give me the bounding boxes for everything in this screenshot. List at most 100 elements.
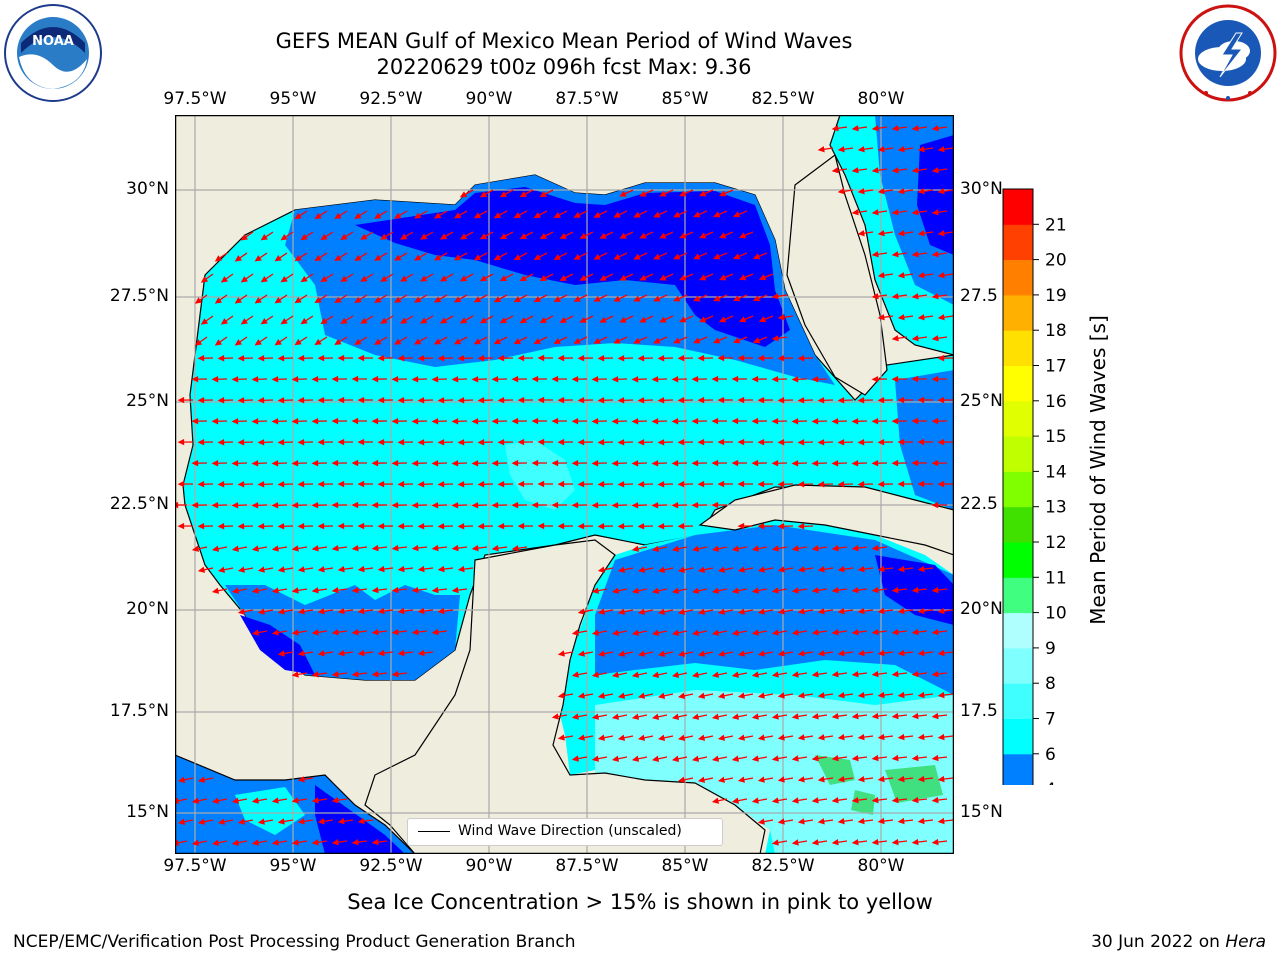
wind-arrow-head bbox=[197, 438, 205, 446]
colorbar-segment bbox=[1003, 542, 1033, 578]
wind-arrow-head bbox=[718, 190, 727, 197]
wind-arrow-head bbox=[737, 396, 745, 404]
wind-arrow-head bbox=[477, 355, 485, 362]
wind-arrow-head bbox=[397, 649, 405, 657]
wind-arrow-head bbox=[831, 418, 839, 425]
wind-arrow-head bbox=[937, 480, 945, 488]
wind-arrow-head bbox=[357, 480, 365, 488]
wind-arrow-head bbox=[937, 817, 945, 825]
wind-arrow-head bbox=[591, 460, 599, 467]
wind-arrow-head bbox=[611, 418, 619, 425]
wind-arrow-head bbox=[717, 566, 726, 573]
lon-label-top: 92.5°W bbox=[359, 89, 423, 109]
wind-arrow-head bbox=[911, 293, 919, 300]
wind-arrow-head bbox=[831, 587, 839, 594]
wind-arrow-head bbox=[211, 502, 219, 509]
wind-arrow-head bbox=[931, 125, 939, 132]
cuba-land bbox=[698, 484, 954, 556]
wind-arrow-head bbox=[391, 376, 399, 383]
wind-arrow-head bbox=[211, 460, 219, 467]
wind-arrow-head bbox=[671, 545, 680, 552]
wind-arrow-head bbox=[214, 339, 223, 346]
wind-arrow-head bbox=[557, 522, 565, 530]
wind-arrow-head bbox=[451, 544, 459, 552]
wind-arrow-head bbox=[811, 797, 819, 804]
wind-arrow-head bbox=[673, 295, 681, 302]
wind-arrow-head bbox=[931, 586, 939, 594]
wind-arrow-head bbox=[911, 754, 919, 762]
wind-arrow-head bbox=[837, 608, 845, 615]
wind-arrow-head bbox=[314, 296, 322, 304]
wind-arrow-head bbox=[457, 439, 465, 446]
colorbar-segment bbox=[1003, 330, 1033, 366]
wind-arrow-head bbox=[697, 608, 706, 615]
wind-arrow-head bbox=[274, 254, 282, 262]
wind-arrow-head bbox=[931, 754, 939, 762]
wind-arrow-head bbox=[257, 608, 265, 615]
wind-arrow-head bbox=[677, 481, 685, 488]
noaa-logo-text: NOAA bbox=[32, 34, 74, 49]
wind-arrow-head bbox=[897, 314, 905, 321]
wind-arrow-head bbox=[871, 209, 879, 216]
wind-arrow-head bbox=[659, 316, 667, 323]
wind-arrow-head bbox=[731, 459, 739, 467]
wind-arrow-head bbox=[320, 275, 328, 283]
wind-arrow-head bbox=[311, 797, 319, 804]
wind-arrow-head bbox=[619, 190, 627, 197]
wind-arrow-head bbox=[871, 838, 879, 846]
wind-arrow-head bbox=[777, 818, 785, 825]
wind-arrow-head bbox=[693, 295, 701, 302]
wind-arrow-head bbox=[597, 481, 605, 488]
wind-arrow-head bbox=[371, 417, 379, 425]
wind-arrow-head bbox=[711, 587, 720, 594]
wind-arrow-head bbox=[897, 565, 905, 573]
wind-arrow-head bbox=[300, 275, 308, 283]
wind-arrow-head bbox=[197, 776, 206, 783]
wind-arrow-head bbox=[360, 275, 368, 282]
wind-arrow-head bbox=[653, 337, 661, 344]
wind-arrow-head bbox=[837, 566, 845, 573]
wind-arrow-head bbox=[797, 776, 805, 783]
wind-arrow-head bbox=[917, 480, 925, 488]
wind-arrow-head bbox=[551, 375, 559, 383]
wind-arrow-head bbox=[897, 817, 905, 825]
wind-arrow-head bbox=[519, 191, 527, 198]
wind-arrow-head bbox=[354, 254, 362, 261]
wind-arrow-head bbox=[419, 317, 428, 324]
wind-arrow-head bbox=[217, 439, 225, 446]
wind-arrow-head bbox=[697, 566, 706, 573]
wind-arrow-head bbox=[240, 318, 248, 325]
wind-arrow-head bbox=[937, 230, 945, 237]
wind-arrow-head bbox=[537, 522, 545, 530]
wind-arrow-head bbox=[497, 480, 505, 488]
colorbar-tick-label: 18 bbox=[1045, 321, 1067, 341]
wind-arrow-head bbox=[251, 545, 259, 552]
wind-arrow-head bbox=[417, 481, 425, 488]
wind-arrow-head bbox=[771, 460, 779, 467]
wind-arrow-head bbox=[291, 797, 299, 804]
wind-arrow-head bbox=[251, 502, 259, 509]
wind-arrow-head bbox=[397, 397, 405, 404]
wind-arrow-head bbox=[751, 545, 759, 552]
wind-arrow-head bbox=[837, 818, 845, 825]
wind-arrow-head bbox=[911, 670, 919, 678]
wind-arrow-head bbox=[851, 418, 859, 425]
colorbar-segment bbox=[1003, 436, 1033, 472]
wind-arrow-head bbox=[411, 586, 419, 594]
wind-arrow-head bbox=[917, 691, 925, 699]
wind-arrow-head bbox=[697, 734, 706, 741]
colorbar-tick-label: 20 bbox=[1045, 251, 1067, 271]
wind-arrow-head bbox=[871, 586, 879, 594]
wind-arrow-head bbox=[591, 587, 599, 594]
wind-wave-arrows bbox=[175, 125, 954, 846]
wind-arrow-head bbox=[311, 587, 319, 594]
wind-arrow-head bbox=[551, 713, 559, 720]
wind-arrow-head bbox=[911, 628, 919, 636]
wind-arrow-head bbox=[271, 418, 279, 425]
wind-arrow-head bbox=[737, 692, 745, 699]
wind-arrow-head bbox=[831, 713, 839, 720]
wind-arrow-head bbox=[811, 545, 819, 552]
wind-arrow-head bbox=[277, 818, 285, 825]
wind-arrow-head bbox=[671, 629, 680, 636]
wind-arrow-head bbox=[300, 233, 308, 241]
